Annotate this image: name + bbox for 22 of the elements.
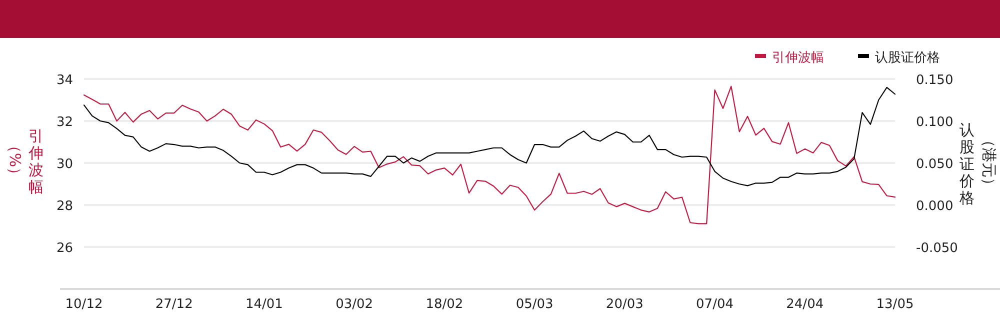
y2-tick-label: 0.100 <box>916 115 954 130</box>
y-tick-label: 32 <box>56 115 73 130</box>
y-tick-label: 26 <box>56 241 73 256</box>
y-tick-label: 34 <box>56 73 73 88</box>
y-tick-label: 28 <box>56 199 73 214</box>
x-tick-label: 05/03 <box>516 297 554 312</box>
legend-label: 认股证价格 <box>875 50 940 66</box>
x-tick-label: 13/05 <box>876 297 914 312</box>
y-tick-label: 30 <box>56 157 73 172</box>
x-tick-label: 03/02 <box>336 297 374 312</box>
legend-label: 引伸波幅 <box>772 50 824 66</box>
x-tick-label: 14/01 <box>245 297 283 312</box>
y2-tick-label: 0.000 <box>916 199 954 214</box>
x-tick-label: 07/04 <box>696 297 734 312</box>
y2-tick-label: 0.050 <box>916 157 954 172</box>
y2-tick-label: -0.050 <box>916 241 958 256</box>
x-tick-label: 10/12 <box>65 297 103 312</box>
x-tick-label: 18/02 <box>426 297 464 312</box>
x-tick-label: 27/12 <box>155 297 193 312</box>
y2-tick-label: 0.150 <box>916 73 954 88</box>
x-tick-label: 20/03 <box>606 297 644 312</box>
x-tick-label: 24/04 <box>786 297 824 312</box>
